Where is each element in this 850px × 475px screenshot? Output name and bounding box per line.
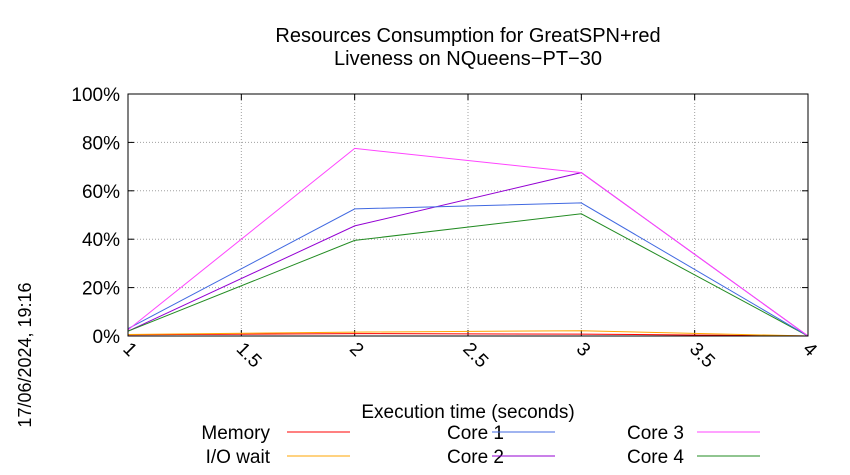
x-tick-label: 2 <box>345 339 367 361</box>
series-line-core-1 <box>127 202 809 337</box>
series-line-core-2 <box>127 172 809 337</box>
x-tick-label: 1.5 <box>232 339 266 373</box>
y-tick-label: 0% <box>93 327 121 348</box>
y-tick-label: 60% <box>82 182 120 203</box>
x-tick-label: 3.5 <box>685 339 719 373</box>
chart-subtitle: Liveness on NQueens−PT−30 <box>334 48 602 70</box>
y-tick-labels: 0% 20% 40% 60% 80% 100% <box>71 85 120 348</box>
y-tick-label: 20% <box>82 279 120 300</box>
legend-label: Core 2 <box>447 447 504 468</box>
legend-label: I/O wait <box>206 447 271 468</box>
series-line-i-o-wait <box>127 330 809 337</box>
x-tick-label: 2.5 <box>458 339 492 373</box>
plot-border <box>127 93 809 337</box>
y-tick-label: 100% <box>71 85 120 106</box>
series-line-core-4 <box>127 213 809 337</box>
legend: Memory I/O wait Core 1 Core 2 Core 3 Core 4 <box>201 423 760 468</box>
x-axis-label: Execution time (seconds) <box>361 402 574 423</box>
series-line-memory <box>127 333 809 337</box>
x-tick-label: 3 <box>572 339 594 361</box>
x-tick-labels: 1 1.5 2 2.5 3 3.5 4 <box>118 339 821 373</box>
legend-label: Core 3 <box>627 423 684 444</box>
y-tick-label: 40% <box>82 230 120 251</box>
legend-label: Core 4 <box>627 447 684 468</box>
x-tick-label: 4 <box>798 339 821 362</box>
x-tick-label: 1 <box>118 339 140 361</box>
series-line-core-3 <box>127 147 809 337</box>
chart-title: Resources Consumption for GreatSPN+red <box>275 25 660 47</box>
series-lines <box>127 147 809 337</box>
grid <box>127 93 809 337</box>
y-tick-label: 80% <box>82 133 120 154</box>
legend-label: Memory <box>201 423 270 444</box>
timestamp: 17/06/2024, 19:16 <box>15 282 35 427</box>
legend-label: Core 1 <box>447 423 504 444</box>
